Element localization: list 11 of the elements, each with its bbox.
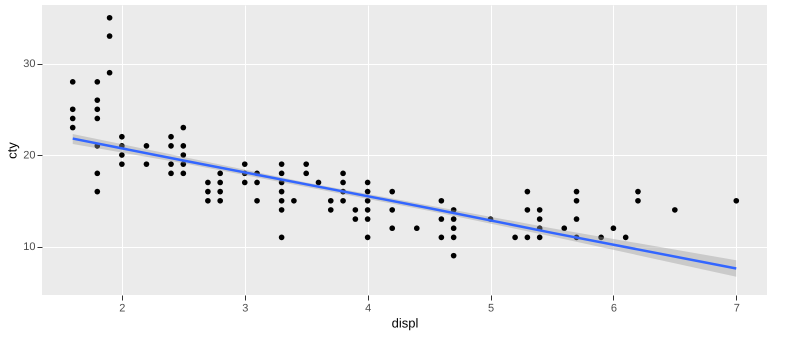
y-axis-title: cty <box>4 142 20 159</box>
y-tick-label: 20 <box>23 150 36 162</box>
x-tick-label: 6 <box>610 302 617 314</box>
x-axis-title: displ <box>392 316 418 330</box>
x-tick-label: 3 <box>242 302 248 314</box>
x-tick-label: 5 <box>488 302 494 314</box>
y-tick-label: 10 <box>23 241 36 254</box>
x-tick-label: 2 <box>119 302 126 314</box>
x-tick-label: 4 <box>365 302 372 314</box>
y-tick-label: 30 <box>23 58 36 70</box>
x-tick-label: 7 <box>734 302 740 314</box>
